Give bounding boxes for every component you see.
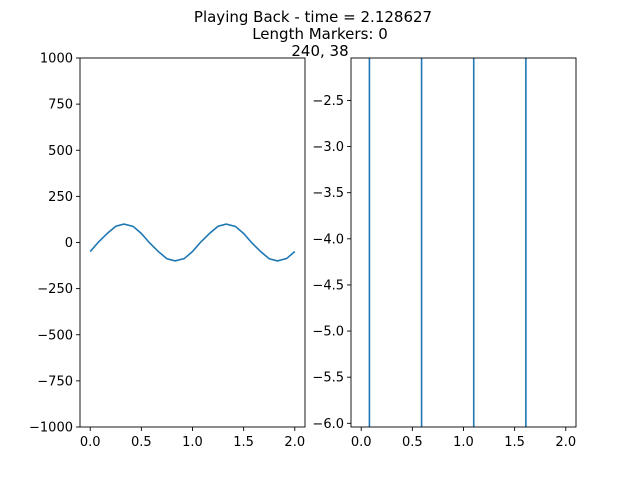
y-tick-label: 0: [65, 236, 73, 251]
y-tick-label: 750: [48, 98, 73, 113]
x-tick-label: 0.0: [80, 435, 101, 450]
x-tick-label: 0.5: [131, 435, 152, 450]
x-tick-label: 1.0: [453, 435, 474, 450]
x-tick-label: 0.5: [402, 435, 423, 450]
y-tick-label: −1000: [29, 421, 73, 436]
y-tick-label: −5.0: [312, 325, 344, 340]
x-tick-label: 1.5: [233, 435, 254, 450]
y-tick-label: −500: [37, 328, 73, 343]
x-tick-label: 2.0: [284, 435, 305, 450]
y-tick-label: −4.0: [312, 232, 344, 247]
y-tick-label: −5.5: [312, 371, 344, 386]
y-tick-label: −2.5: [312, 94, 344, 109]
y-tick-label: −250: [37, 282, 73, 297]
x-tick-label: 1.0: [182, 435, 203, 450]
x-tick-label: 0.0: [351, 435, 372, 450]
y-tick-label: −3.0: [312, 140, 344, 155]
title-line-2: Length Markers: 0: [252, 25, 388, 43]
title-line-1: Playing Back - time = 2.128627: [194, 8, 432, 26]
x-tick-label: 2.0: [555, 435, 576, 450]
y-tick-label: −6.0: [312, 417, 344, 432]
y-tick-label: 1000: [40, 52, 73, 67]
left-axes: 0.0 0.5 1.0 1.5 2.0 1000 750 500 250 0 −250 −500 −75…: [29, 52, 306, 450]
y-tick-label: −750: [37, 374, 73, 389]
right-axes: 0.0 0.5 1.0 1.5 2.0 −2.5 −3.0 −3.5 −4.0 −4.5 −5.0 −…: [312, 57, 577, 450]
y-tick-label: −3.5: [312, 186, 344, 201]
y-tick-label: 250: [48, 190, 73, 205]
title-line-3: 240, 38: [291, 42, 348, 60]
y-tick-label: 500: [48, 144, 73, 159]
series-line-1: [89, 223, 296, 262]
y-tick-label: −4.5: [312, 278, 344, 293]
x-tick-label: 1.5: [504, 435, 525, 450]
